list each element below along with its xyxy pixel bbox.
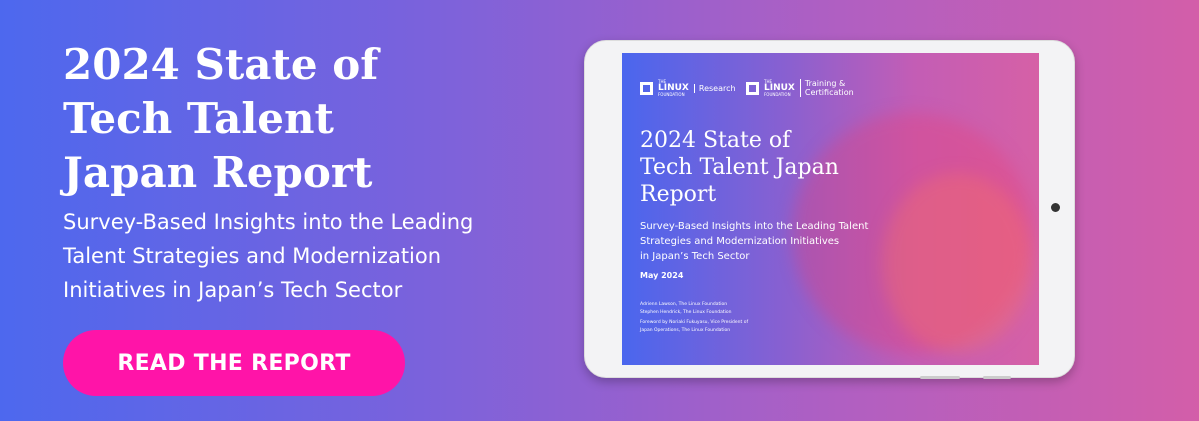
cover-title-line: Tech Talent Japan [640, 155, 839, 180]
logo-linux: LINUX [764, 83, 795, 93]
author: Adrienn Lawson, The Linux Foundation [640, 302, 728, 307]
tablet-mockup: THE LINUX FOUNDATION Research THE LINUX FOUN… [584, 40, 1075, 378]
headline-line: 2024 State of [63, 40, 379, 89]
report-cover[interactable]: THE LINUX FOUNDATION Research THE LINUX FOUN… [622, 53, 1039, 365]
logo-tag: Research [693, 83, 736, 93]
logo-the: THE [658, 79, 666, 84]
cover-date: May 2024 [640, 271, 684, 280]
cover-title-line: 2024 State of [640, 128, 791, 153]
subtitle-line: Initiatives in Japan’s Tech Sector [63, 278, 403, 302]
cover-subtitle-line: Survey-Based Insights into the Leading T… [640, 221, 869, 232]
lf-logo-icon [640, 81, 653, 95]
cover-authors: Adrienn Lawson, The Linux Foundation Ste… [640, 301, 748, 335]
lf-logo-icon [746, 81, 759, 95]
home-button-icon [1051, 203, 1060, 212]
foreword: Foreword by Noriaki Fukuyasu, Vice Presi… [640, 320, 749, 325]
headline-line: Tech Talent [63, 94, 334, 143]
logo-tag-line: Training & [804, 79, 846, 88]
logo-foundation: FOUNDATION [658, 92, 685, 97]
logo-the: THE [764, 79, 772, 84]
cover-subtitle: Survey-Based Insights into the Leading T… [640, 219, 890, 264]
subtitle-line: Talent Strategies and Modernization [63, 244, 442, 268]
logo-tag: Training & Certification [799, 79, 854, 97]
cover-title: 2024 State of Tech Talent Japan Report [640, 127, 880, 208]
headline-line: Japan Report [63, 148, 373, 197]
headline: 2024 State of Tech Talent Japan Report [63, 38, 483, 200]
subtitle-line: Survey-Based Insights into the Leading [63, 210, 474, 234]
volume-button-icon [920, 376, 960, 379]
color-splash-art [882, 173, 1032, 353]
power-button-icon [983, 376, 1011, 379]
cover-title-line: Report [640, 182, 717, 207]
logo-tag-line: Certification [804, 88, 854, 97]
linux-foundation-research-logo: THE LINUX FOUNDATION Research [640, 79, 736, 97]
cover-subtitle-line: Strategies and Modernization Initiatives [640, 236, 840, 247]
foreword: Japan Operations, The Linux Foundation [640, 328, 731, 333]
linux-foundation-training-logo: THE LINUX FOUNDATION Training & Certificati… [746, 79, 854, 97]
cover-subtitle-line: in Japan’s Tech Sector [640, 251, 750, 262]
author: Stephen Hendrick, The Linux Foundation [640, 310, 732, 315]
subtitle: Survey-Based Insights into the Leading T… [63, 205, 533, 307]
people-silhouette-art [792, 113, 1032, 353]
logo-linux: LINUX [658, 83, 689, 93]
logo-foundation: FOUNDATION [764, 92, 791, 97]
lf-wordmark: THE LINUX FOUNDATION [764, 79, 795, 97]
read-report-button[interactable]: READ THE REPORT [63, 330, 405, 396]
lf-wordmark: THE LINUX FOUNDATION [658, 79, 689, 97]
